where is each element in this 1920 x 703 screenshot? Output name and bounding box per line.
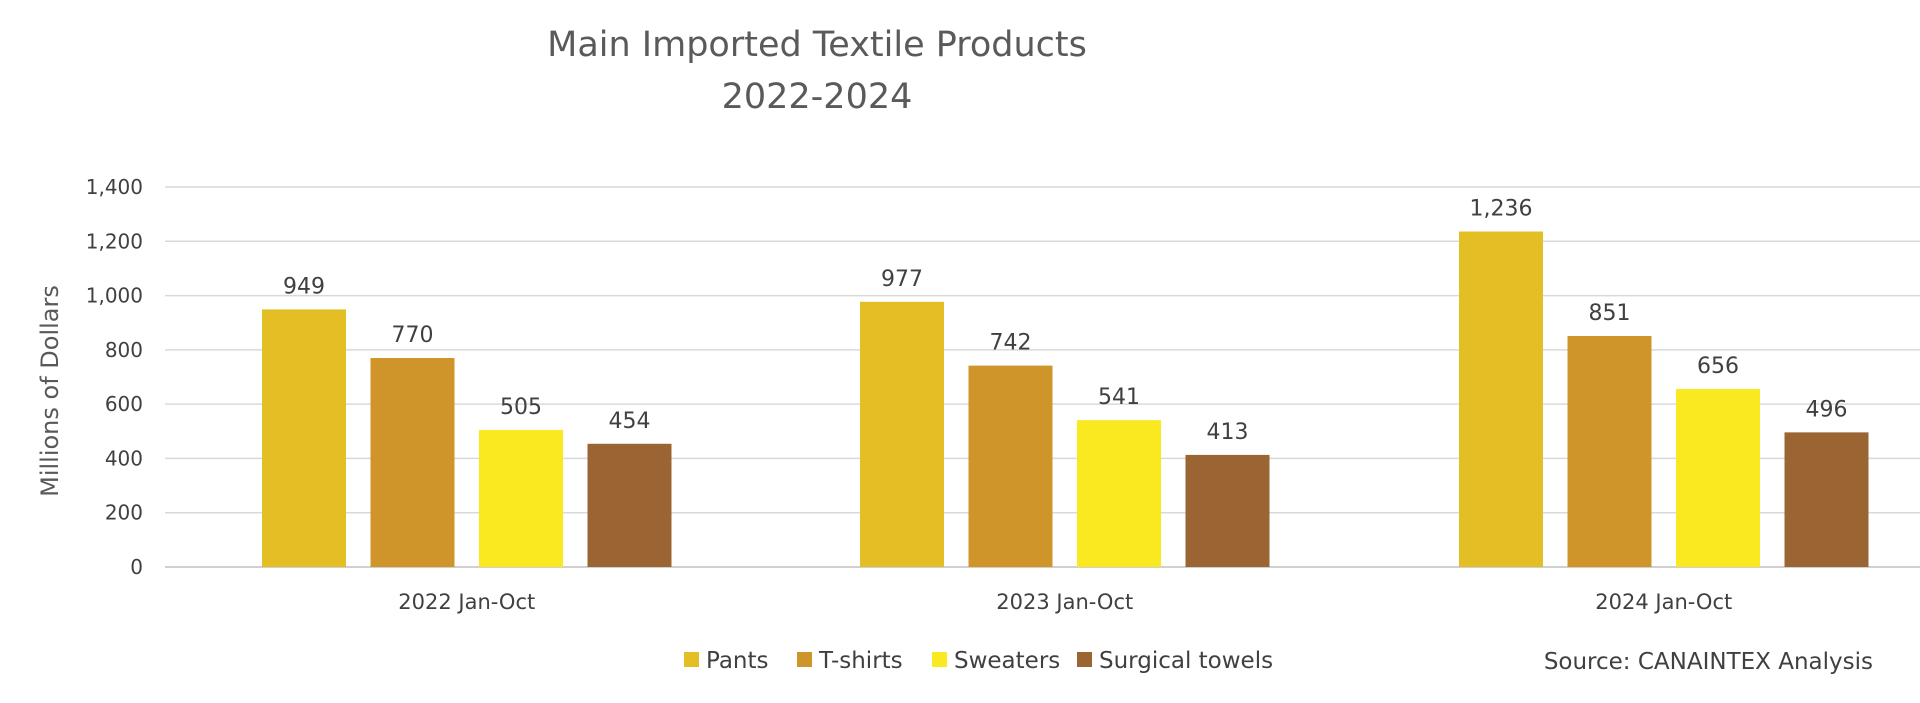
y-tick-label: 800 (105, 338, 143, 362)
chart-title: Main Imported Textile Products (547, 25, 1087, 65)
bar (262, 309, 346, 567)
y-tick-label: 1,200 (86, 229, 143, 253)
bars (262, 231, 1869, 567)
legend-swatch (684, 652, 699, 667)
data-label: 1,236 (1470, 197, 1533, 222)
legend-swatch (932, 652, 947, 667)
data-label: 505 (500, 395, 542, 420)
data-label: 541 (1098, 385, 1140, 410)
data-label: 454 (609, 409, 651, 434)
legend: Pants T-shirts Sweaters Surgical towels (684, 648, 1273, 674)
data-label: 496 (1806, 397, 1848, 422)
bar (1185, 454, 1270, 567)
legend-label: T-shirts (818, 648, 903, 674)
bar (1784, 432, 1869, 567)
x-category-label: 2022 Jan-Oct (398, 590, 535, 614)
y-tick-label: 1,400 (86, 175, 143, 199)
y-axis-title: Millions of Dollars (36, 285, 64, 497)
y-tick-label: 0 (130, 555, 143, 579)
data-label: 977 (881, 267, 923, 292)
legend-label: Pants (706, 648, 769, 674)
bar (370, 358, 455, 567)
legend-label: Sweaters (954, 648, 1060, 674)
x-category-label: 2024 Jan-Oct (1595, 590, 1732, 614)
bar (860, 301, 944, 567)
data-label: 949 (283, 274, 325, 299)
chart-subtitle: 2022-2024 (722, 77, 913, 117)
x-category-label: 2023 Jan-Oct (996, 590, 1133, 614)
x-axis-categories: 2022 Jan-Oct 2023 Jan-Oct 2024 Jan-Oct (398, 590, 1732, 614)
y-tick-label: 600 (105, 392, 143, 416)
data-label: 770 (392, 323, 434, 348)
bar (587, 443, 672, 567)
data-label: 656 (1697, 354, 1739, 379)
bar (1459, 231, 1543, 567)
source-note: Source: CANAINTEX Analysis (1544, 649, 1873, 675)
y-tick-label: 200 (105, 501, 143, 525)
data-label: 742 (990, 331, 1032, 356)
y-axis-ticks: 0 200 400 600 800 1,000 1,200 1,400 (86, 175, 143, 579)
bar (1567, 336, 1652, 567)
bar (1676, 388, 1760, 567)
bar (968, 365, 1053, 567)
y-tick-label: 400 (105, 446, 143, 470)
bar (1077, 420, 1161, 567)
y-tick-label: 1,000 (86, 284, 143, 308)
legend-swatch (1077, 652, 1092, 667)
legend-swatch (797, 652, 812, 667)
bar (479, 429, 563, 567)
data-labels: 949 770 505 454 977 742 541 413 1,236 851 656 496 (283, 197, 1848, 445)
data-label: 851 (1589, 301, 1631, 326)
legend-label: Surgical towels (1099, 648, 1273, 674)
data-label: 413 (1207, 420, 1249, 445)
